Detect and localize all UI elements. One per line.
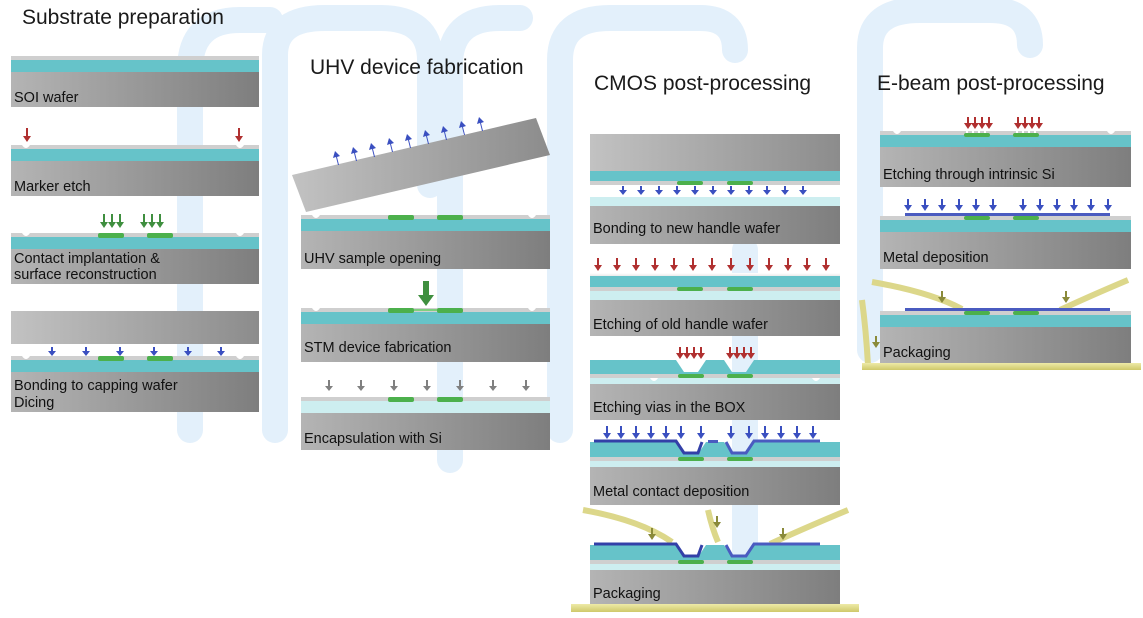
olive-arrows-icon <box>872 291 1070 348</box>
blue-arrows-icon <box>603 426 817 439</box>
flow-arrow-5 <box>857 0 1043 363</box>
red-arrows-icon <box>964 117 1043 129</box>
step-caption: Packaging <box>593 586 661 602</box>
blue-arrows-icon <box>904 199 1112 211</box>
step-caption: Marker etch <box>14 179 91 195</box>
title-uhv-device-fabrication: UHV device fabrication <box>310 56 524 79</box>
step-caption: STM device fabrication <box>304 340 451 356</box>
title-substrate-preparation: Substrate preparation <box>22 6 224 29</box>
step-caption: Bonding to new handle wafer <box>593 221 780 237</box>
red-arrows-icon <box>676 347 755 359</box>
step-metal-deposition: Metal deposition <box>880 199 1131 269</box>
step-caption: Contact implantation & <box>14 251 160 267</box>
blue-arrows-icon <box>333 117 484 165</box>
step-bonding-new-handle: Bonding to new handle wafer <box>590 134 840 244</box>
step-caption: UHV sample opening <box>304 251 441 267</box>
step-caption: SOI wafer <box>14 90 79 106</box>
flow-arrow-2 <box>262 5 443 443</box>
title-ebeam-post-processing: E-beam post-processing <box>877 72 1105 95</box>
step-contact-implantation: Contact implantation & surface reconstru… <box>11 214 259 284</box>
step-caption: surface reconstruction <box>14 267 157 283</box>
olive-arrows-icon <box>648 516 787 540</box>
red-arrows-icon <box>594 258 830 271</box>
step-caption: Encapsulation with Si <box>304 431 442 447</box>
step-caption: Etching of old handle wafer <box>593 317 768 333</box>
green-arrows-icon <box>100 214 164 228</box>
gray-arrows-icon <box>325 380 530 391</box>
step-metal-contact-deposition: Metal contact deposition <box>590 426 840 505</box>
step-marker-etch: Marker etch <box>11 128 259 196</box>
step-etching-old-handle: Etching of old handle wafer <box>590 258 840 336</box>
step-caption: Metal contact deposition <box>593 484 749 500</box>
red-arrow-icon <box>23 128 31 142</box>
blue-arrows-icon <box>619 186 807 195</box>
step-bonding-capping: Bonding to capping wafer Dicing <box>11 311 259 412</box>
step-caption: Dicing <box>14 395 54 411</box>
step-caption: Packaging <box>883 345 951 361</box>
step-soi-wafer: SOI wafer <box>11 56 259 107</box>
step-caption: Etching through intrinsic Si <box>883 167 1055 183</box>
flow-arrow-4 <box>547 5 748 443</box>
title-cmos-post-processing: CMOS post-processing <box>594 72 811 95</box>
stm-tip-arrow-icon <box>418 281 434 306</box>
red-arrow-icon <box>235 128 243 142</box>
step-caption: Etching vias in the BOX <box>593 400 746 416</box>
step-packaging-ebeam: Packaging <box>859 277 1141 370</box>
step-etching-intrinsic-si: Etching through intrinsic Si <box>880 117 1131 187</box>
step-caption: Metal deposition <box>883 250 989 266</box>
blue-arrows-icon <box>48 347 225 356</box>
step-uhv-sample-opening: UHV sample opening <box>292 117 550 269</box>
step-encapsulation-si: Encapsulation with Si <box>301 380 550 450</box>
step-packaging-cmos: Packaging <box>571 507 859 612</box>
step-stm-device-fabrication: STM device fabrication <box>301 281 550 362</box>
step-etching-vias: Etching vias in the BOX <box>590 347 840 420</box>
step-caption: Bonding to capping wafer <box>14 378 178 394</box>
flow-arrow-3 <box>437 5 533 473</box>
